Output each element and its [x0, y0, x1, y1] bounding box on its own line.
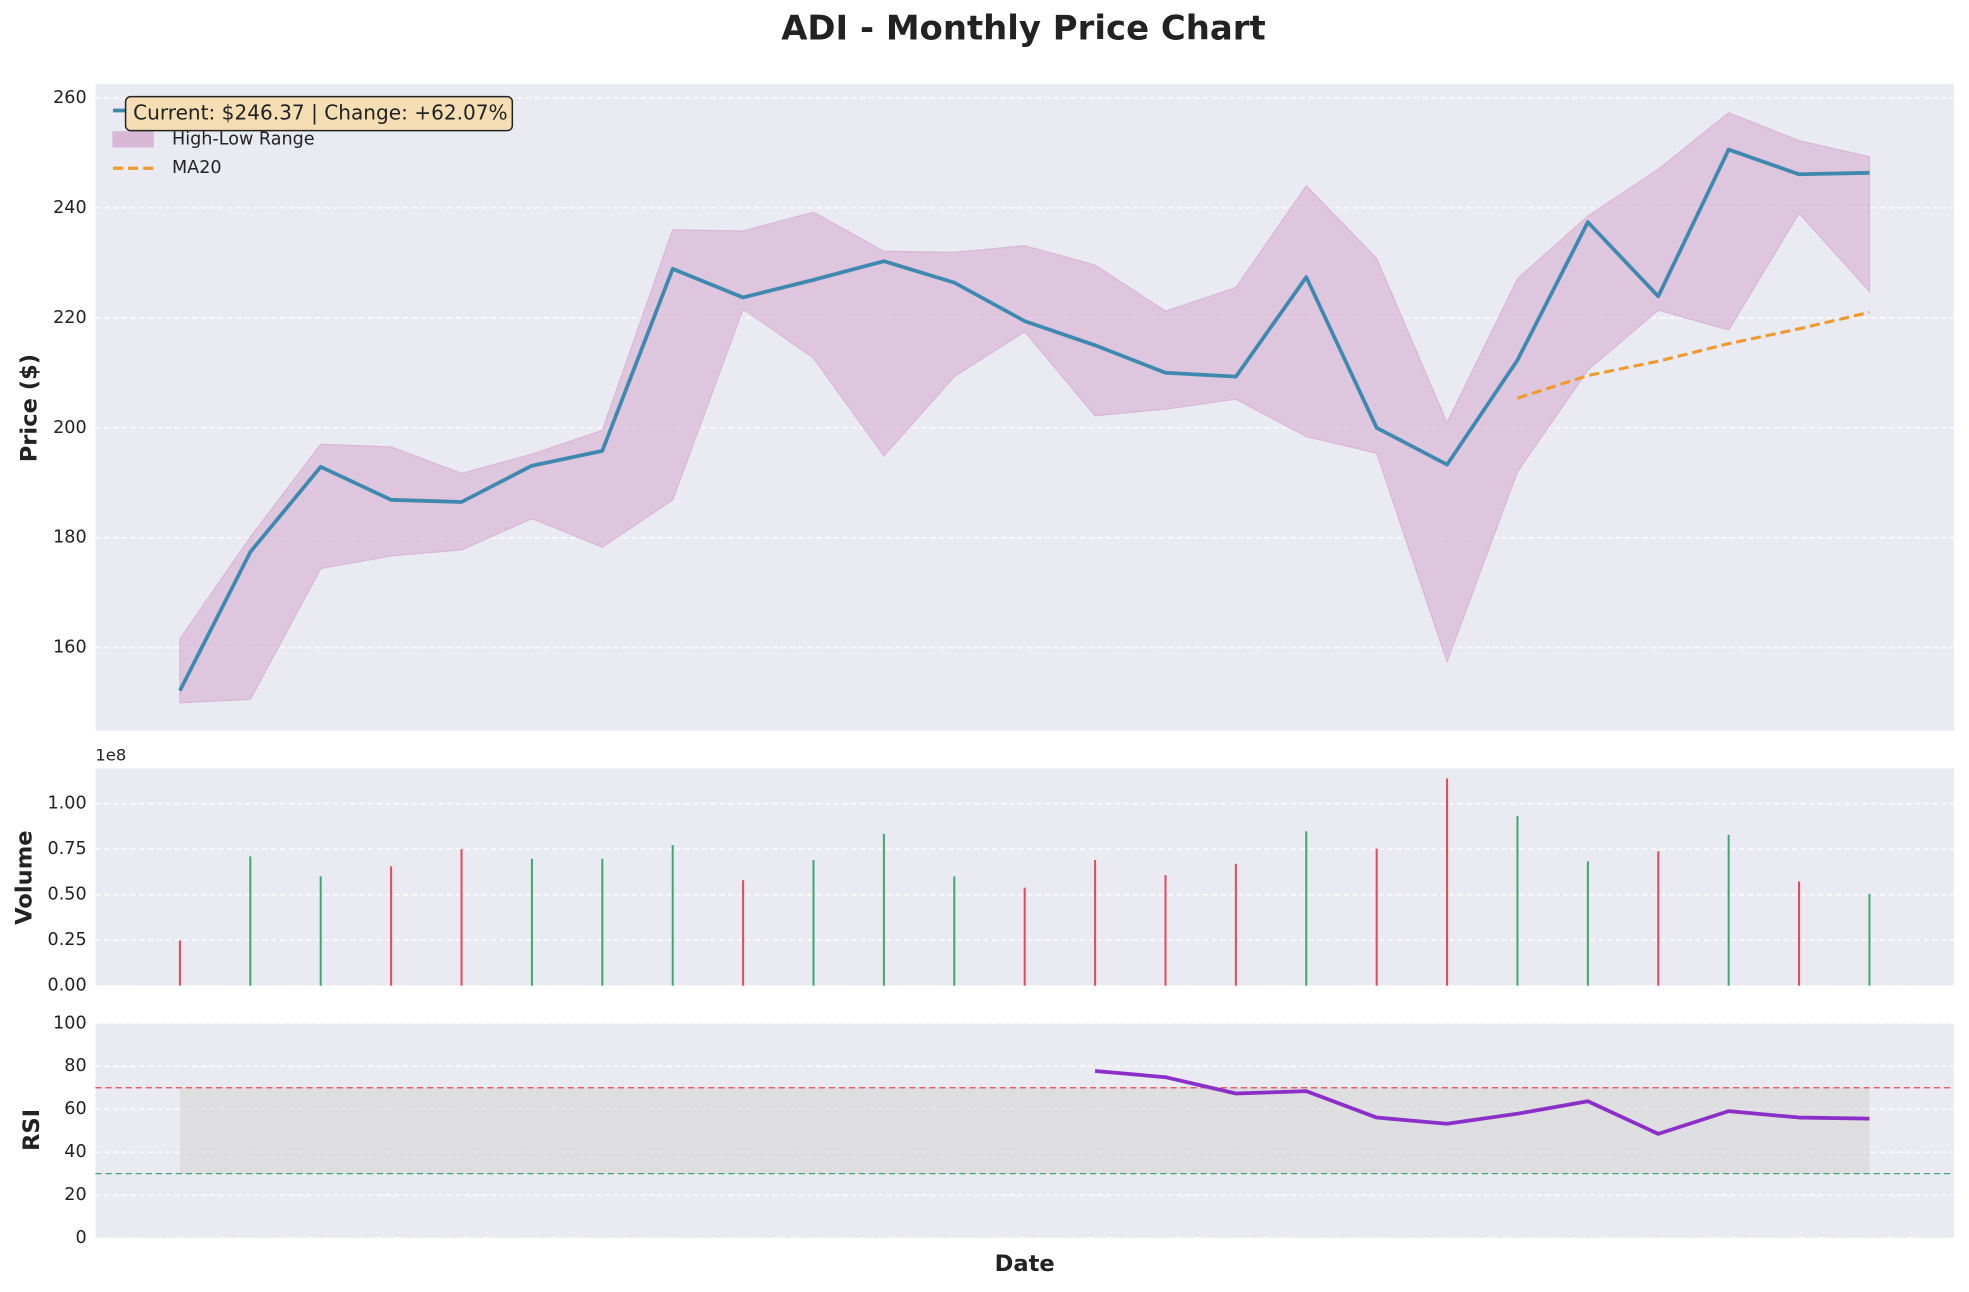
annotation: Current: $246.37 | Change: +62.07%	[133, 101, 508, 125]
y-tick-label: 40	[64, 1142, 86, 1162]
y-tick-label: 0	[75, 1228, 86, 1248]
volume-bar	[1586, 861, 1589, 986]
volume-bar	[601, 858, 604, 986]
volume-bar	[1094, 860, 1097, 986]
neutral-zone	[179, 1087, 1870, 1174]
high-low-band	[179, 111, 1871, 704]
volume-bar	[1516, 816, 1519, 986]
volume-bar	[1375, 848, 1378, 986]
volume-bar	[178, 940, 181, 986]
y-axis-label: RSI	[19, 1109, 45, 1151]
volume-bar	[812, 860, 815, 986]
volume-bar	[249, 856, 252, 986]
volume-bar	[671, 845, 674, 986]
legend-label: MA20	[172, 158, 222, 178]
y-tick-label: 100	[53, 1013, 87, 1033]
volume-bar	[460, 849, 463, 986]
volume-bar	[1023, 887, 1026, 986]
y-tick-label: 20	[64, 1185, 86, 1205]
volume-bar	[882, 833, 885, 986]
series-line	[178, 147, 1870, 692]
legend-swatch	[112, 131, 154, 148]
annotation-box	[124, 95, 514, 132]
y-tick-label: 80	[64, 1056, 86, 1076]
volume-bar	[1164, 875, 1167, 986]
volume-bar	[390, 866, 393, 986]
volume-bar	[742, 880, 745, 986]
y-tick-label: 60	[64, 1099, 86, 1119]
offset-label: 1e8	[95, 745, 126, 764]
y-tick-label: 0.50	[48, 885, 87, 905]
y-tick-label: 240	[53, 198, 87, 218]
series-line	[1094, 1069, 1870, 1136]
volume-bar	[953, 876, 956, 986]
x-axis-label: Date	[995, 1251, 1055, 1277]
volume-bar	[1234, 863, 1237, 986]
y-axis-label: Volume	[12, 830, 38, 924]
series-line	[1516, 310, 1870, 400]
volume-bar	[1727, 834, 1730, 986]
y-axis-label: Price ($)	[17, 354, 43, 462]
volume-bar	[1657, 851, 1660, 986]
y-tick-label: 260	[53, 88, 87, 108]
legend-label: High-Low Range	[172, 129, 315, 149]
y-tick-label: 1.00	[48, 794, 87, 814]
volume-bar	[1798, 881, 1801, 986]
volume-bar	[1305, 831, 1308, 986]
volume-bar	[1868, 894, 1871, 986]
volume-bar	[1446, 778, 1449, 986]
y-tick-label: 0.25	[48, 930, 87, 950]
volume-bar	[530, 858, 533, 986]
volume-bar	[319, 876, 322, 986]
chart-title: ADI - Monthly Price Chart	[781, 9, 1265, 48]
y-tick-label: 180	[53, 528, 87, 548]
y-tick-label: 0.00	[48, 976, 87, 996]
y-tick-label: 0.75	[48, 839, 87, 859]
y-tick-label: 160	[53, 638, 87, 658]
y-tick-label: 200	[53, 418, 87, 438]
y-tick-label: 220	[53, 308, 87, 328]
